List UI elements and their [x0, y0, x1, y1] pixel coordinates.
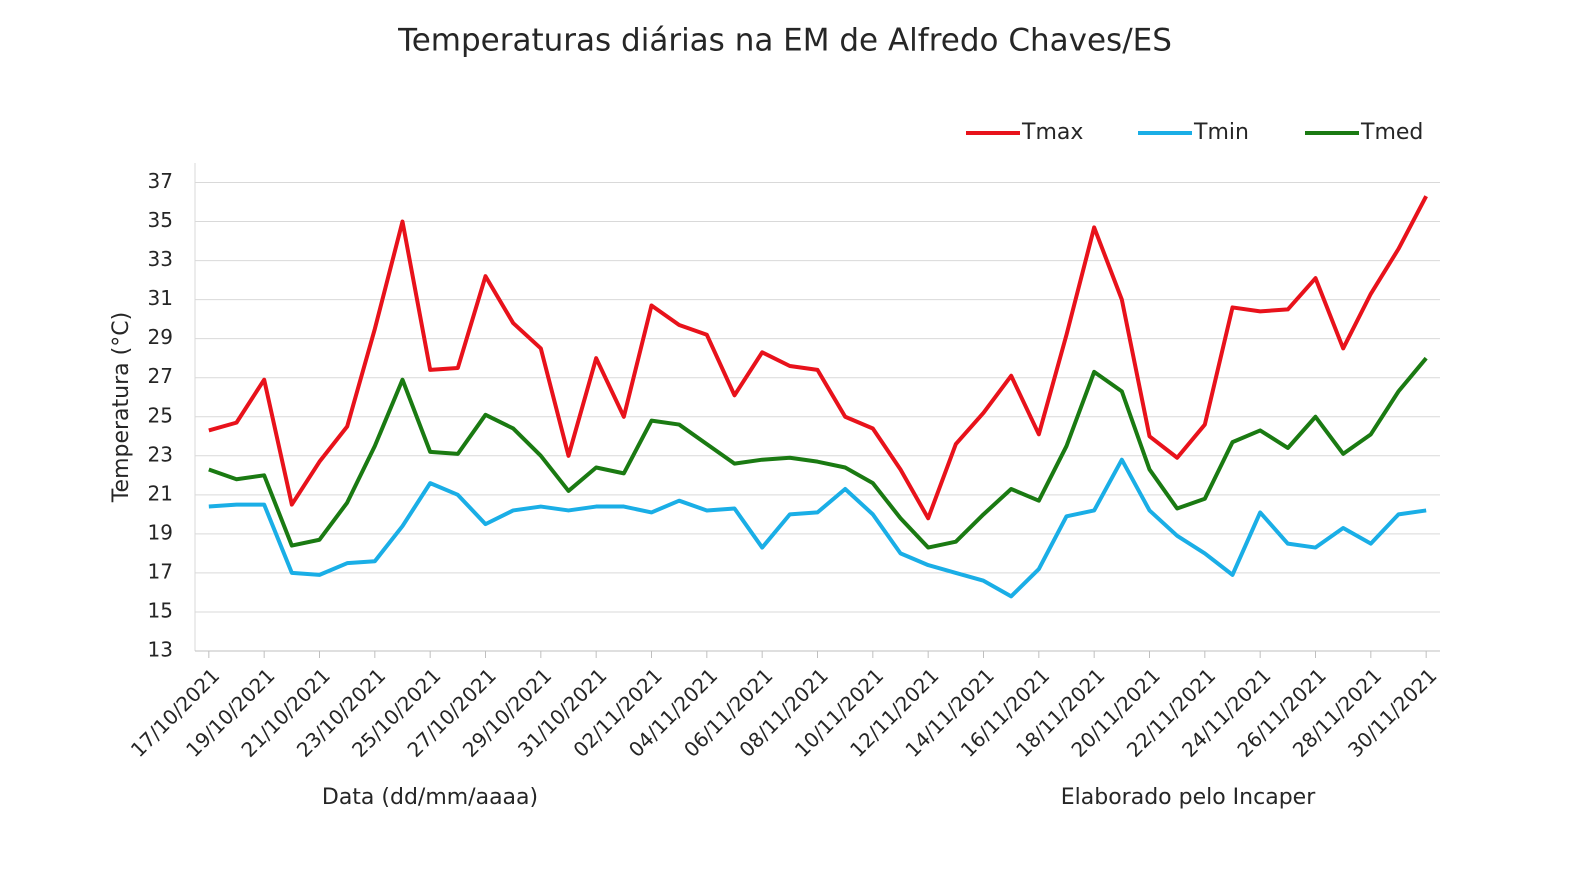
y-tick-label: 19: [148, 520, 173, 544]
y-tick-label: 31: [148, 286, 173, 310]
legend-label: Tmed: [1360, 120, 1423, 145]
y-tick-label: 15: [148, 598, 173, 622]
y-tick-label: 37: [148, 169, 173, 193]
series-line: [208, 457, 1427, 599]
series-line: [208, 195, 1428, 521]
y-tick-label: 27: [148, 364, 173, 388]
annotation: Elaborado pelo Incaper: [1061, 785, 1316, 810]
legend-label: Tmin: [1193, 120, 1249, 145]
y-tick-label: 17: [148, 559, 173, 583]
y-tick-label: 25: [148, 403, 173, 427]
y-tick-label: 35: [148, 208, 173, 232]
y-tick-label: 29: [148, 325, 173, 349]
y-tick-label: 13: [148, 638, 173, 662]
legend-label: Tmax: [1021, 120, 1083, 145]
series-line: [208, 356, 1428, 550]
y-tick-label: 33: [148, 247, 173, 271]
x-axis-label: Data (dd/mm/aaaa): [322, 785, 538, 810]
chart-title: Temperaturas diárias na EM de Alfredo Ch…: [397, 23, 1172, 59]
y-axis-label: Temperatura (°C): [109, 312, 134, 503]
y-tick-label: 21: [148, 481, 173, 505]
y-tick-label: 23: [148, 442, 173, 466]
